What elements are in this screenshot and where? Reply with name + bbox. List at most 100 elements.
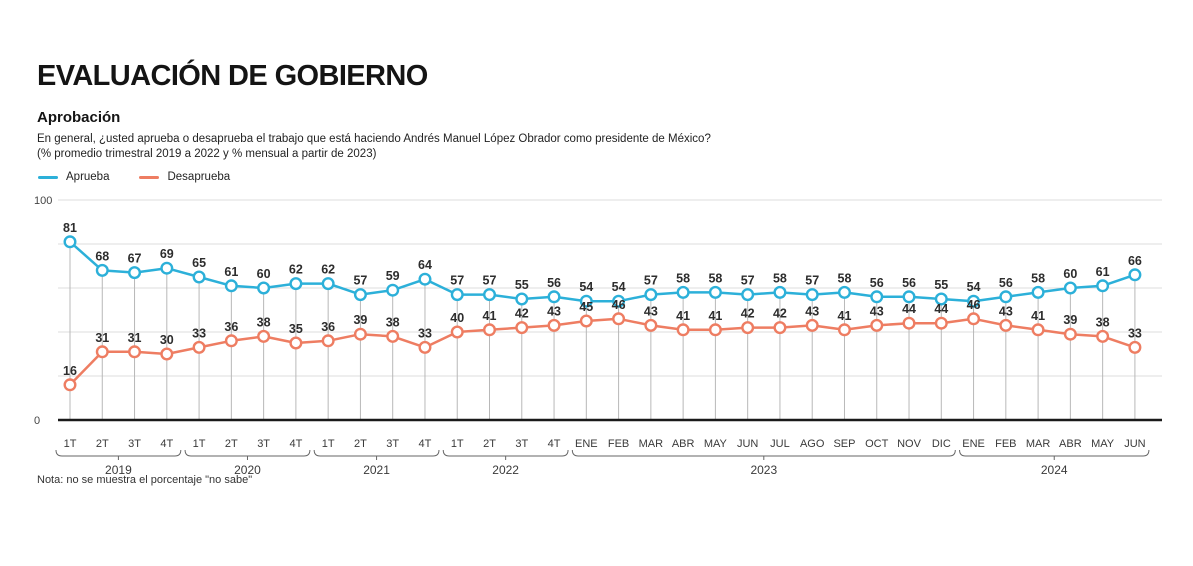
svg-text:38: 38 xyxy=(386,315,400,329)
svg-text:56: 56 xyxy=(870,276,884,290)
data-point-desaprueba xyxy=(1063,327,1077,341)
svg-text:61: 61 xyxy=(224,265,238,279)
desaprueba-line-swatch xyxy=(139,175,160,179)
data-point-aprueba xyxy=(967,294,981,308)
svg-text:61: 61 xyxy=(1096,265,1110,279)
data-point-aprueba xyxy=(1096,279,1110,293)
bracket-2021 xyxy=(313,449,440,460)
data-point-desaprueba xyxy=(612,312,626,326)
data-point-desaprueba xyxy=(805,318,819,332)
data-point-aprueba xyxy=(483,288,497,302)
data-point-aprueba xyxy=(515,292,529,306)
svg-text:41: 41 xyxy=(676,309,690,323)
year-label-2021: 2021 xyxy=(363,463,390,477)
svg-text:57: 57 xyxy=(805,274,819,288)
svg-text:46: 46 xyxy=(612,298,626,312)
svg-text:2T: 2T xyxy=(483,438,496,450)
svg-text:1T: 1T xyxy=(322,438,335,450)
year-label-2019: 2019 xyxy=(105,463,132,477)
svg-text:43: 43 xyxy=(805,304,819,318)
svg-text:44: 44 xyxy=(902,302,916,316)
svg-text:64: 64 xyxy=(418,258,432,272)
series-line-desaprueba xyxy=(69,317,1136,386)
survey-question: En general, ¿usted aprueba o desaprueba … xyxy=(37,132,711,161)
svg-text:ABR: ABR xyxy=(1059,438,1082,450)
bracket-2024 xyxy=(959,449,1150,460)
svg-text:MAR: MAR xyxy=(1026,438,1051,450)
data-point-desaprueba xyxy=(1128,340,1142,354)
legend-item-aprueba: Aprueba xyxy=(38,171,109,183)
approval-line-chart: 100 0 81 68 67 69 65 61 60 62 62 57 59 64 57 57 55 56 54 54… xyxy=(34,195,1162,477)
data-point-desaprueba xyxy=(870,318,884,332)
svg-text:30: 30 xyxy=(160,333,174,347)
svg-text:3T: 3T xyxy=(386,438,399,450)
svg-text:DIC: DIC xyxy=(932,438,951,450)
data-point-aprueba xyxy=(63,235,77,249)
data-point-desaprueba xyxy=(1096,329,1110,343)
svg-text:FEB: FEB xyxy=(995,438,1016,450)
svg-text:59: 59 xyxy=(386,269,400,283)
data-point-aprueba xyxy=(95,263,109,277)
data-point-desaprueba xyxy=(837,323,851,337)
svg-text:55: 55 xyxy=(515,278,529,292)
svg-text:54: 54 xyxy=(967,280,981,294)
svg-text:66: 66 xyxy=(1128,254,1142,268)
series-line-aprueba xyxy=(69,240,1136,303)
data-point-desaprueba xyxy=(547,318,561,332)
svg-text:JUN: JUN xyxy=(737,438,758,450)
svg-text:58: 58 xyxy=(838,271,852,285)
svg-text:57: 57 xyxy=(450,274,464,288)
svg-text:54: 54 xyxy=(579,280,593,294)
data-point-aprueba xyxy=(837,285,851,299)
data-point-desaprueba xyxy=(999,318,1013,332)
svg-text:56: 56 xyxy=(999,276,1013,290)
survey-question-line2: (% promedio trimestral 2019 a 2022 y % m… xyxy=(37,147,377,160)
data-point-aprueba xyxy=(418,272,432,286)
svg-text:42: 42 xyxy=(773,307,787,321)
data-point-desaprueba xyxy=(321,334,335,348)
data-point-aprueba xyxy=(547,290,561,304)
data-point-desaprueba xyxy=(257,329,271,343)
svg-text:41: 41 xyxy=(708,309,722,323)
data-point-aprueba xyxy=(741,288,755,302)
svg-text:57: 57 xyxy=(483,274,497,288)
data-point-aprueba xyxy=(676,285,690,299)
svg-text:AGO: AGO xyxy=(800,438,825,450)
svg-text:42: 42 xyxy=(515,307,529,321)
data-point-desaprueba xyxy=(902,316,916,330)
droplines xyxy=(69,241,1136,420)
svg-text:69: 69 xyxy=(160,247,174,261)
svg-text:MAY: MAY xyxy=(704,438,728,450)
svg-text:62: 62 xyxy=(289,263,303,277)
svg-text:39: 39 xyxy=(353,313,367,327)
bracket-2019 xyxy=(55,449,182,460)
data-point-aprueba xyxy=(321,277,335,291)
svg-text:ENE: ENE xyxy=(962,438,985,450)
svg-text:4T: 4T xyxy=(419,438,432,450)
svg-text:ABR: ABR xyxy=(672,438,695,450)
svg-text:60: 60 xyxy=(1063,267,1077,281)
data-point-desaprueba xyxy=(676,323,690,337)
svg-text:FEB: FEB xyxy=(608,438,629,450)
data-point-aprueba xyxy=(257,281,271,295)
svg-text:38: 38 xyxy=(257,315,271,329)
svg-text:43: 43 xyxy=(644,304,658,318)
svg-text:57: 57 xyxy=(353,274,367,288)
svg-text:67: 67 xyxy=(128,252,142,266)
data-point-desaprueba xyxy=(579,314,593,328)
legend-label-desaprueba: Desaprueba xyxy=(167,171,231,183)
data-point-aprueba xyxy=(289,277,303,291)
svg-text:31: 31 xyxy=(128,331,142,345)
svg-text:2T: 2T xyxy=(354,438,367,450)
aprueba-line-swatch xyxy=(38,175,58,179)
svg-text:62: 62 xyxy=(321,263,335,277)
data-point-desaprueba xyxy=(418,340,432,354)
gridlines xyxy=(58,199,1162,377)
data-point-aprueba xyxy=(902,290,916,304)
data-point-desaprueba xyxy=(63,378,77,392)
svg-text:43: 43 xyxy=(547,304,561,318)
data-point-desaprueba xyxy=(967,312,981,326)
svg-text:40: 40 xyxy=(450,311,464,325)
year-label-2023: 2023 xyxy=(750,463,777,477)
